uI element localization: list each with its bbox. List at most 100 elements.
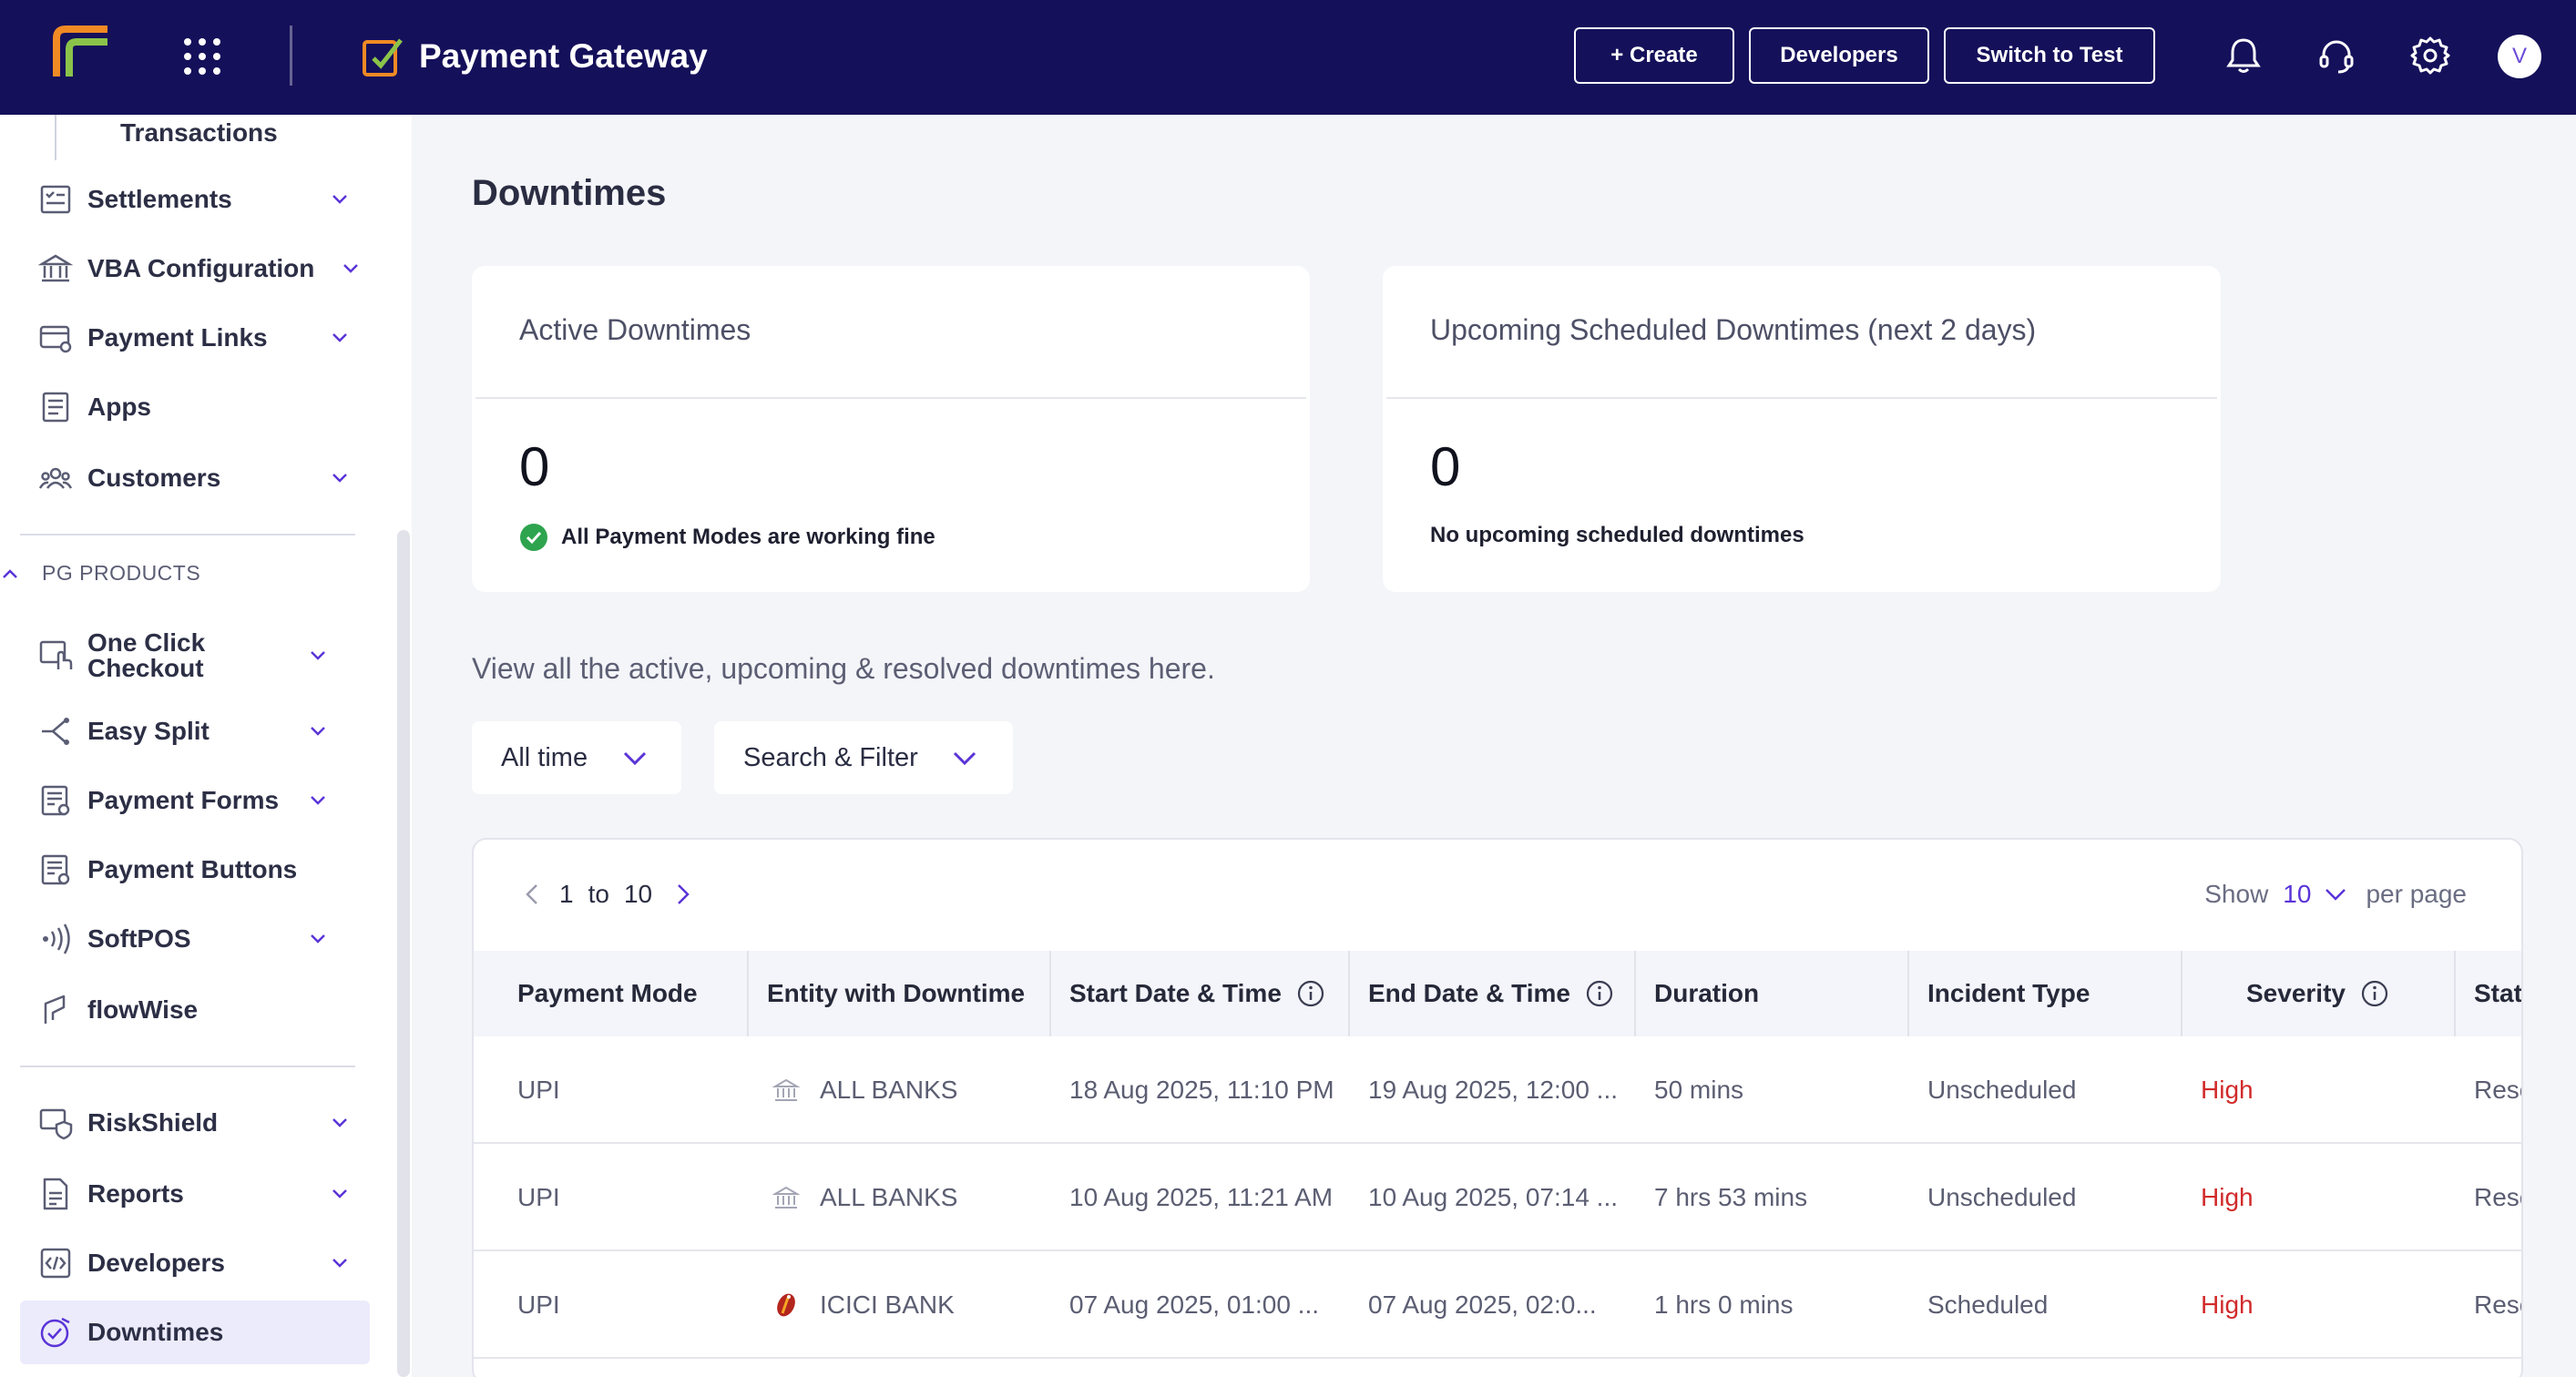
sidebar-item-softpos[interactable]: SoftPOS: [0, 907, 383, 971]
chevron-left-icon[interactable]: [519, 881, 547, 908]
downtimes-table: 1 to 10 Show 10 per page Payment Mode En…: [472, 838, 2523, 1377]
chevron-right-icon[interactable]: [669, 881, 696, 908]
chevron-down-icon[interactable]: [328, 466, 352, 490]
support-headset-icon[interactable]: [2314, 33, 2359, 78]
user-avatar[interactable]: V: [2498, 35, 2541, 78]
sidebar-item-payment-buttons[interactable]: Payment Buttons: [0, 838, 383, 902]
top-bar: Payment Gateway + Create Developers Swit…: [0, 0, 2576, 115]
cell-payment-mode: UPI: [517, 1183, 560, 1211]
sidebar-tree-line: [55, 115, 56, 160]
chevron-down-icon[interactable]: [328, 1251, 352, 1275]
table-row[interactable]: UPI ICICI BANK 07 Aug 2025, 01:00 ... 07…: [474, 1251, 2521, 1359]
forms-icon: [41, 785, 70, 816]
sidebar-item-one-click-checkout[interactable]: One Click Checkout: [0, 621, 383, 690]
column-header-start-date[interactable]: Start Date & Time: [1051, 951, 1350, 1036]
info-icon[interactable]: [1296, 979, 1325, 1008]
column-header-duration[interactable]: Duration: [1636, 951, 1909, 1036]
column-header-payment-mode[interactable]: Payment Mode: [474, 951, 749, 1036]
sidebar-item-downtimes[interactable]: Downtimes: [20, 1300, 370, 1364]
column-header-severity[interactable]: Severity: [2182, 951, 2456, 1036]
bank-icon: [772, 1078, 800, 1101]
cell-status: Resolved: [2474, 1183, 2521, 1211]
brand-logo[interactable]: [53, 26, 109, 76]
sidebar-item-developers[interactable]: Developers: [0, 1231, 383, 1295]
payment-links-icon: [39, 325, 72, 353]
pager-to: 10: [623, 880, 653, 908]
sidebar-scrollbar[interactable]: [397, 530, 410, 1377]
sidebar-item-settlements[interactable]: Settlements: [0, 168, 383, 231]
column-header-entity[interactable]: Entity with Downtime: [749, 951, 1051, 1036]
split-icon: [42, 718, 69, 745]
buttons-icon: [41, 854, 70, 885]
pager-to-label: to: [588, 880, 609, 908]
chevron-down-icon[interactable]: [339, 257, 363, 280]
app-switcher-icon[interactable]: [184, 38, 220, 75]
reports-icon: [43, 1178, 68, 1210]
chevron-down-icon[interactable]: [328, 188, 352, 211]
sidebar-item-reports[interactable]: Reports: [0, 1162, 383, 1226]
cell-payment-mode: UPI: [517, 1076, 560, 1104]
sidebar-item-payment-forms[interactable]: Payment Forms: [0, 769, 383, 832]
sidebar-item-easy-split[interactable]: Easy Split: [0, 699, 383, 763]
chevron-up-icon[interactable]: [0, 565, 20, 585]
column-header-incident-type[interactable]: Incident Type: [1909, 951, 2182, 1036]
column-header-end-date[interactable]: End Date & Time: [1350, 951, 1636, 1036]
cell-duration: 7 hrs 53 mins: [1654, 1183, 1808, 1211]
sidebar-item-customers[interactable]: Customers: [0, 446, 383, 510]
settlements-icon: [40, 185, 71, 214]
sidebar-divider: [20, 1066, 355, 1067]
app-title: Payment Gateway: [419, 37, 708, 75]
sidebar-section-pg-products[interactable]: PG PRODUCTS: [42, 561, 201, 585]
page-title: Downtimes: [472, 173, 667, 213]
cell-entity: ALL BANKS: [749, 1036, 1051, 1144]
sidebar-item-vba-configuration[interactable]: VBA Configuration: [0, 237, 383, 301]
sidebar-item-label: Reports: [87, 1179, 184, 1208]
sidebar-item-label: Apps: [87, 393, 151, 421]
table-row[interactable]: UPI ALL BANKS 10 Aug 2025, 11:21 AM 10 A…: [474, 1144, 2521, 1251]
chevron-down-icon[interactable]: [328, 1182, 352, 1206]
checkout-icon: [39, 640, 73, 669]
cell-status: Resolved: [2474, 1076, 2521, 1104]
sidebar-item-flowwise[interactable]: flowWise: [0, 978, 383, 1042]
pagination: 1 to 10: [519, 880, 696, 909]
create-button[interactable]: + Create: [1574, 27, 1734, 84]
apps-icon: [42, 392, 69, 423]
info-icon[interactable]: [1585, 979, 1614, 1008]
cell-incident-type: Unscheduled: [1927, 1183, 2077, 1211]
column-header-status[interactable]: Status: [2474, 979, 2522, 1007]
chevron-down-icon[interactable]: [306, 927, 330, 951]
time-range-dropdown[interactable]: All time: [472, 721, 681, 794]
bell-icon[interactable]: [2221, 33, 2266, 78]
search-filter-dropdown[interactable]: Search & Filter: [714, 721, 1013, 794]
chevron-down-icon[interactable]: [306, 719, 330, 743]
sidebar-item-apps[interactable]: Apps: [0, 375, 383, 439]
cell-entity: ICICI BANK: [749, 1251, 1051, 1359]
table-row[interactable]: UPI ALL BANKS 18 Aug 2025, 11:10 PM 19 A…: [474, 1036, 2521, 1144]
downtimes-icon: [40, 1317, 70, 1348]
active-downtimes-status: All Payment Modes are working fine: [519, 523, 935, 552]
sidebar-item-payment-links[interactable]: Payment Links: [0, 306, 383, 370]
sidebar: Transactions Settlements VBA Configurati…: [0, 115, 412, 1377]
chevron-down-icon[interactable]: [328, 326, 352, 350]
chevron-down-icon[interactable]: [2322, 881, 2349, 908]
chevron-down-icon[interactable]: [328, 1111, 352, 1135]
cell-severity: High: [2201, 1183, 2254, 1211]
gear-icon[interactable]: [2407, 33, 2453, 78]
sidebar-item-suspicious-transactions[interactable]: Transactions: [120, 118, 278, 147]
sidebar-item-riskshield[interactable]: RiskShield: [0, 1091, 383, 1155]
info-icon[interactable]: [2360, 979, 2389, 1008]
sidebar-item-label: Payment Forms: [87, 786, 280, 814]
switch-to-test-button[interactable]: Switch to Test: [1944, 27, 2155, 84]
cell-entity: ALL BANKS: [749, 1144, 1051, 1251]
card-divider: [475, 397, 1306, 399]
developers-button[interactable]: Developers: [1749, 27, 1929, 84]
bank-icon: [772, 1186, 800, 1209]
per-page-value[interactable]: 10: [2283, 880, 2312, 908]
active-downtimes-count: 0: [519, 436, 550, 497]
chevron-down-icon[interactable]: [306, 789, 330, 812]
upcoming-downtimes-status: No upcoming scheduled downtimes: [1430, 523, 1804, 547]
cell-incident-type: Unscheduled: [1927, 1076, 2077, 1104]
cell-start-date: 10 Aug 2025, 11:21 AM: [1069, 1183, 1334, 1211]
icici-logo-icon: [777, 1293, 795, 1317]
chevron-down-icon[interactable]: [306, 644, 330, 668]
